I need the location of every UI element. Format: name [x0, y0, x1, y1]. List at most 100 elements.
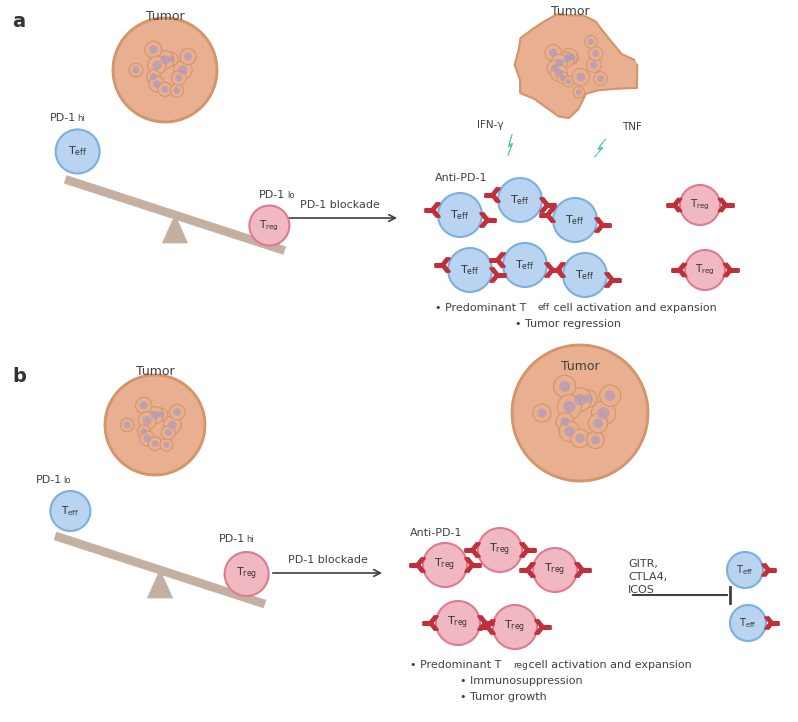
Circle shape	[161, 425, 176, 440]
Circle shape	[576, 90, 582, 95]
Text: Tumor: Tumor	[561, 360, 599, 373]
Circle shape	[438, 193, 482, 237]
Circle shape	[170, 84, 184, 97]
Text: T$_{\mathrm{eff}}$: T$_{\mathrm{eff}}$	[450, 208, 470, 222]
Circle shape	[175, 74, 183, 82]
Circle shape	[164, 429, 172, 436]
Text: T$_{\mathrm{reg}}$: T$_{\mathrm{reg}}$	[434, 557, 456, 573]
Circle shape	[680, 185, 720, 225]
Circle shape	[549, 48, 557, 57]
Polygon shape	[595, 139, 606, 157]
Circle shape	[498, 178, 542, 222]
Text: T$_{\mathrm{eff}}$: T$_{\mathrm{eff}}$	[737, 563, 753, 577]
Circle shape	[555, 69, 563, 77]
Circle shape	[151, 411, 160, 419]
Circle shape	[155, 408, 168, 421]
Circle shape	[592, 50, 599, 57]
Circle shape	[727, 552, 763, 588]
Circle shape	[113, 18, 217, 122]
Text: T$_{\mathrm{eff}}$: T$_{\mathrm{eff}}$	[68, 144, 87, 158]
Circle shape	[571, 429, 590, 448]
Text: PD-1: PD-1	[35, 475, 61, 485]
Circle shape	[560, 417, 570, 426]
Circle shape	[685, 250, 725, 290]
Text: Tumor: Tumor	[551, 5, 589, 18]
Circle shape	[156, 51, 174, 69]
Circle shape	[137, 425, 151, 438]
Text: T$_{\mathrm{reg}}$: T$_{\mathrm{reg}}$	[489, 542, 511, 558]
Circle shape	[575, 434, 585, 443]
Circle shape	[124, 422, 130, 428]
Text: T$_{\mathrm{reg}}$: T$_{\mathrm{reg}}$	[690, 198, 710, 212]
Text: a: a	[12, 12, 25, 31]
Text: GITR,
CTLA4,
ICOS: GITR, CTLA4, ICOS	[628, 559, 667, 595]
Circle shape	[178, 66, 188, 74]
Polygon shape	[54, 532, 266, 608]
Circle shape	[594, 71, 607, 85]
Circle shape	[138, 412, 156, 430]
Text: hi: hi	[247, 535, 255, 544]
Circle shape	[554, 375, 575, 398]
Circle shape	[591, 435, 600, 444]
Circle shape	[557, 395, 582, 419]
Polygon shape	[65, 175, 286, 254]
Polygon shape	[515, 14, 638, 118]
Circle shape	[436, 601, 480, 645]
Polygon shape	[163, 215, 188, 243]
Text: Tumor: Tumor	[146, 10, 184, 23]
Circle shape	[559, 421, 579, 442]
Circle shape	[588, 414, 608, 433]
Circle shape	[599, 385, 621, 406]
Circle shape	[249, 206, 290, 245]
Circle shape	[591, 401, 615, 425]
Circle shape	[551, 64, 559, 72]
Circle shape	[174, 61, 192, 79]
Circle shape	[584, 35, 597, 48]
Circle shape	[563, 253, 607, 297]
Text: T$_{\mathrm{eff}}$: T$_{\mathrm{eff}}$	[575, 268, 595, 282]
Circle shape	[448, 248, 492, 292]
Circle shape	[158, 82, 172, 97]
Text: T$_{\mathrm{reg}}$: T$_{\mathrm{reg}}$	[448, 615, 468, 631]
Circle shape	[559, 381, 571, 392]
Circle shape	[152, 61, 161, 70]
Circle shape	[547, 60, 563, 76]
Circle shape	[172, 71, 186, 85]
Circle shape	[164, 442, 170, 448]
Circle shape	[136, 397, 152, 414]
Text: • Predominant T: • Predominant T	[410, 660, 501, 670]
Circle shape	[557, 71, 568, 83]
Circle shape	[503, 243, 547, 287]
Circle shape	[533, 404, 551, 422]
Text: eff: eff	[538, 303, 550, 313]
Circle shape	[590, 61, 598, 69]
Circle shape	[565, 53, 573, 61]
Circle shape	[560, 74, 566, 80]
Text: PD-1: PD-1	[49, 113, 76, 123]
Text: T$_{\mathrm{eff}}$: T$_{\mathrm{eff}}$	[460, 263, 480, 277]
Circle shape	[56, 129, 100, 173]
Text: T$_{\mathrm{eff}}$: T$_{\mathrm{eff}}$	[565, 213, 585, 227]
Circle shape	[533, 548, 577, 592]
Text: T$_{\mathrm{reg}}$: T$_{\mathrm{reg}}$	[695, 263, 715, 277]
Circle shape	[579, 390, 597, 407]
Circle shape	[168, 56, 175, 62]
Circle shape	[148, 437, 162, 451]
Circle shape	[173, 87, 180, 94]
Text: Tumor: Tumor	[136, 365, 174, 378]
Circle shape	[555, 58, 563, 67]
Circle shape	[50, 491, 90, 531]
Circle shape	[158, 412, 164, 418]
Text: IFN-γ: IFN-γ	[476, 120, 504, 130]
Text: Anti-PD-1: Anti-PD-1	[410, 528, 463, 538]
Text: T$_{\mathrm{eff}}$: T$_{\mathrm{eff}}$	[516, 258, 535, 272]
Text: hi: hi	[77, 115, 85, 123]
Circle shape	[593, 419, 602, 428]
Text: T$_{\mathrm{reg}}$: T$_{\mathrm{reg}}$	[544, 562, 566, 578]
Circle shape	[105, 375, 205, 475]
Text: reg: reg	[513, 661, 527, 669]
Circle shape	[564, 426, 575, 437]
Circle shape	[164, 416, 181, 434]
Circle shape	[587, 58, 601, 72]
Circle shape	[164, 52, 178, 66]
